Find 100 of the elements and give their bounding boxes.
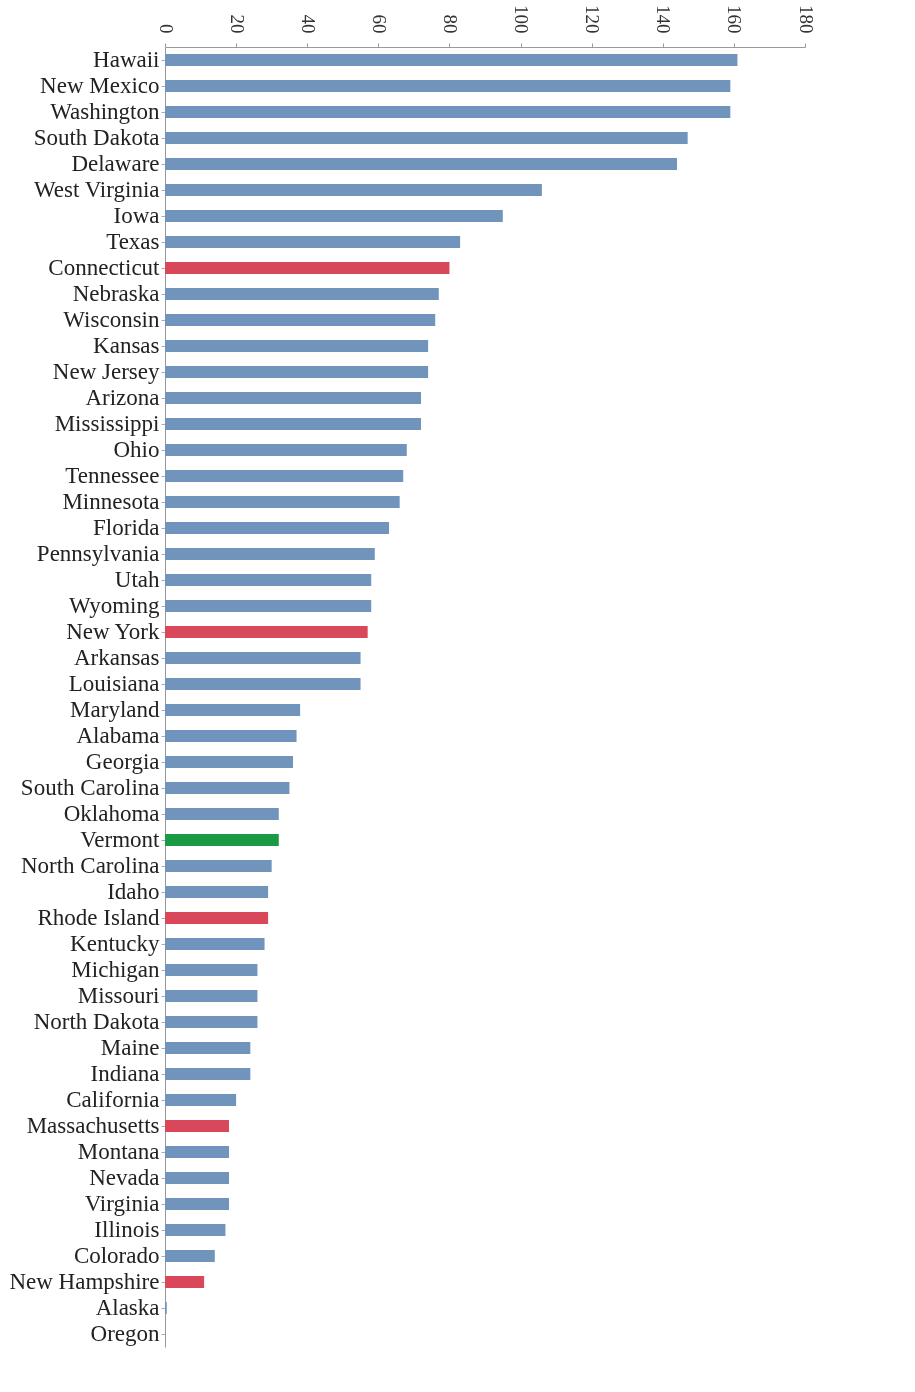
y-tick-label: Idaho: [107, 879, 160, 904]
y-tick-label: Montana: [77, 1139, 160, 1164]
y-tick-label: Ohio: [113, 437, 160, 462]
bar: [165, 1250, 215, 1262]
bar: [165, 470, 404, 482]
bar: [165, 340, 429, 352]
y-tick-label: Wyoming: [68, 593, 160, 618]
bar: [165, 964, 258, 976]
bar: [165, 574, 372, 586]
y-tick-label: Oregon: [90, 1321, 160, 1346]
y-tick-label: South Dakota: [33, 125, 160, 150]
bar: [165, 236, 461, 248]
y-tick-label: Utah: [114, 567, 160, 592]
y-tick-label: Connecticut: [48, 255, 161, 280]
bar: [165, 756, 293, 768]
bar: [165, 782, 290, 794]
y-tick-label: Kansas: [93, 333, 160, 358]
y-tick-label: Arizona: [85, 385, 160, 410]
bar: [165, 210, 503, 222]
y-tick-label: Michigan: [71, 957, 160, 982]
y-tick-label: New Jersey: [52, 359, 160, 384]
y-tick-label: Minnesota: [62, 489, 160, 514]
x-tick-label: 180: [795, 5, 817, 34]
y-tick-label: Nevada: [89, 1165, 160, 1190]
bar: [165, 54, 738, 66]
x-tick-label: 100: [511, 5, 533, 34]
x-tick-label: 160: [724, 5, 746, 34]
y-tick-label: Colorado: [73, 1243, 160, 1268]
bar: [165, 1224, 226, 1236]
bar: [165, 1094, 237, 1106]
y-tick-label: Delaware: [71, 151, 160, 176]
bar: [165, 1042, 251, 1054]
bar: [165, 314, 436, 326]
y-tick-label: Mississippi: [54, 411, 160, 436]
x-tick-label: 20: [226, 14, 248, 34]
y-tick-label: North Dakota: [33, 1009, 160, 1034]
y-tick-label: Rhode Island: [37, 905, 160, 930]
y-tick-label: Virginia: [84, 1191, 160, 1216]
y-tick-label: North Carolina: [20, 853, 160, 878]
y-tick-label: New York: [66, 619, 160, 644]
x-tick-label: 140: [653, 5, 675, 34]
y-tick-label: New Mexico: [40, 73, 160, 98]
bar: [165, 730, 297, 742]
bar: [165, 1146, 229, 1158]
y-tick-label: Nebraska: [72, 281, 160, 306]
bar: [165, 496, 400, 508]
bar: [165, 288, 439, 300]
x-tick-label: 0: [155, 24, 177, 34]
bar: [165, 1068, 251, 1080]
y-tick-label: Indiana: [90, 1061, 160, 1086]
bar: [165, 834, 279, 846]
bar: [165, 1198, 229, 1210]
bar: [165, 600, 372, 612]
bar: [165, 1120, 229, 1132]
y-tick-label: Hawaii: [93, 47, 160, 72]
y-tick-label: Alaska: [95, 1295, 160, 1320]
y-tick-label: Arkansas: [73, 645, 160, 670]
y-tick-label: Pennsylvania: [36, 541, 160, 566]
x-tick-label: 40: [297, 14, 319, 34]
y-tick-label: Washington: [50, 99, 160, 124]
bar: [165, 132, 688, 144]
y-tick-label: Alabama: [76, 723, 160, 748]
bar: [165, 860, 272, 872]
y-tick-label: Tennessee: [65, 463, 160, 488]
y-tick-label: West Virginia: [33, 177, 160, 202]
bar: [165, 366, 429, 378]
bar: [165, 184, 542, 196]
y-tick-label: Texas: [106, 229, 160, 254]
y-tick-label: Iowa: [113, 203, 160, 228]
bar: [165, 548, 375, 560]
bar: [165, 1016, 258, 1028]
y-tick-label: Illinois: [94, 1217, 160, 1242]
y-tick-label: Florida: [93, 515, 160, 540]
bar: [165, 938, 265, 950]
y-tick-label: Kentucky: [70, 931, 160, 956]
x-tick-label: 60: [368, 14, 390, 34]
y-tick-label: Maine: [100, 1035, 160, 1060]
bar: [165, 392, 421, 404]
bar: [165, 678, 361, 690]
bar: [165, 262, 450, 274]
y-tick-label: Missouri: [77, 983, 160, 1008]
bar: [165, 80, 731, 92]
y-tick-label: Maryland: [70, 697, 160, 722]
bar: [165, 158, 677, 170]
y-tick-label: Massachusetts: [26, 1113, 160, 1138]
bar: [165, 522, 389, 534]
bar: [165, 886, 269, 898]
bar: [165, 652, 361, 664]
bar: [165, 106, 731, 118]
y-tick-label: South Carolina: [20, 775, 160, 800]
bar: [165, 626, 368, 638]
y-tick-label: Oklahoma: [63, 801, 160, 826]
y-tick-label: California: [66, 1087, 160, 1112]
bar: [165, 1276, 205, 1288]
bar: [165, 912, 269, 924]
y-tick-label: Wisconsin: [63, 307, 160, 332]
bar: [165, 418, 421, 430]
bar: [165, 990, 258, 1002]
y-tick-label: Georgia: [85, 749, 160, 774]
bar: [165, 704, 301, 716]
